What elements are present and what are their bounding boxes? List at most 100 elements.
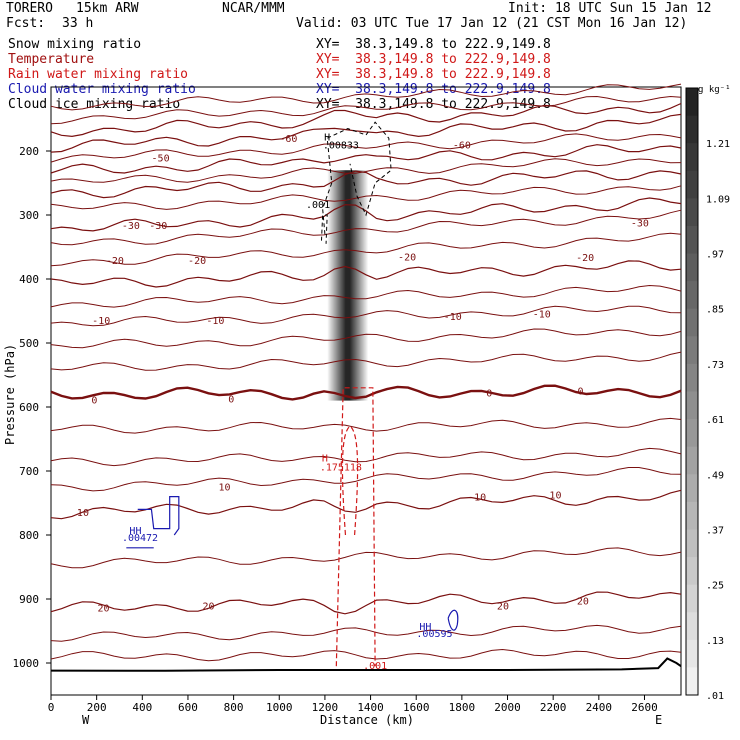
contour-label: -50 bbox=[152, 153, 170, 164]
temp-contour-minor bbox=[50, 328, 682, 349]
temp-contour-m60 bbox=[50, 102, 682, 138]
colorbar-swatch bbox=[686, 501, 698, 530]
y-tick-label: 900 bbox=[19, 593, 39, 606]
colorbar-label: .61 bbox=[706, 415, 724, 426]
cloudwater-contour-east bbox=[447, 609, 459, 631]
contour-label: 10 bbox=[218, 482, 230, 493]
field-cloudwater-xy: XY= 38.3,149.8 to 222.9,149.8 bbox=[316, 82, 551, 97]
ice-contour bbox=[322, 121, 392, 235]
annotation-label: .175118 bbox=[320, 463, 362, 474]
temp-contour-minor bbox=[50, 95, 682, 125]
colorbar-label: .73 bbox=[706, 360, 724, 371]
field-rain-xy: XY= 38.3,149.8 to 222.9,149.8 bbox=[316, 67, 551, 82]
annotation-label: H bbox=[322, 454, 328, 465]
temp-contour-minor bbox=[50, 467, 682, 492]
field-temp-xy: XY= 38.3,149.8 to 222.9,149.8 bbox=[316, 52, 551, 67]
temp-contour-minor bbox=[50, 83, 682, 111]
contour-label: 10 bbox=[549, 491, 561, 502]
contour-label: 0 bbox=[228, 395, 234, 406]
annotation-label: HH bbox=[419, 622, 431, 633]
colorbar-label: .49 bbox=[706, 470, 724, 481]
colorbar-swatch bbox=[686, 143, 698, 172]
x-end-right: E bbox=[655, 713, 662, 727]
temp-contour-minor bbox=[50, 447, 682, 467]
contour-label: -10 bbox=[533, 310, 551, 321]
contour-label: -10 bbox=[92, 316, 110, 327]
colorbar-swatch bbox=[686, 474, 698, 503]
y-tick-label: 400 bbox=[19, 273, 39, 286]
field-snow-name: Snow mixing ratio bbox=[8, 37, 142, 52]
contour-label: 20 bbox=[202, 601, 214, 612]
temp-contour-m10 bbox=[50, 260, 682, 288]
x-tick-label: 800 bbox=[224, 701, 244, 714]
colorbar-label: .13 bbox=[706, 636, 724, 647]
contour-label: -20 bbox=[576, 253, 594, 264]
x-tick-label: 1600 bbox=[403, 701, 430, 714]
header-resolution: 15km ARW bbox=[76, 1, 139, 16]
x-tick-label: 1400 bbox=[357, 701, 384, 714]
colorbar-swatch bbox=[686, 612, 698, 641]
cloudwater-contour-west bbox=[137, 496, 180, 536]
contour-label: -10 bbox=[444, 312, 462, 323]
colorbar-label: .85 bbox=[706, 305, 724, 316]
y-tick-label: 700 bbox=[19, 465, 39, 478]
rain-outer-contour bbox=[335, 387, 376, 667]
colorbar-label: 1.21 bbox=[706, 139, 730, 150]
x-tick-label: 2400 bbox=[586, 701, 613, 714]
colorbar-swatch bbox=[686, 446, 698, 475]
y-tick-label: 600 bbox=[19, 401, 39, 414]
y-tick-label: 1000 bbox=[13, 657, 40, 670]
rain-inner-contour bbox=[341, 425, 359, 536]
colorbar-border bbox=[685, 87, 699, 696]
contour-label: -20 bbox=[188, 256, 206, 267]
y-tick-label: 300 bbox=[19, 209, 39, 222]
rain-contours bbox=[335, 387, 376, 667]
header-valid: Valid: 03 UTC Tue 17 Jan 12 (21 CST Mon … bbox=[296, 16, 688, 31]
annotation-label: .00833 bbox=[323, 141, 359, 152]
contour-label: -30 bbox=[122, 221, 140, 232]
header-fcst-value: 33 h bbox=[62, 16, 94, 31]
header-fcst-label: Fcst: bbox=[6, 16, 46, 31]
cloud-water-contours bbox=[126, 496, 459, 631]
colorbar-swatch bbox=[686, 391, 698, 420]
y-tick-label: 200 bbox=[19, 145, 39, 158]
annotation-label: .001 bbox=[306, 200, 330, 211]
contour-label: -60 bbox=[453, 141, 471, 152]
header-init: Init: 18 UTC Sun 15 Jan 12 bbox=[508, 1, 712, 16]
colorbar-unit: g kg⁻¹ bbox=[698, 85, 731, 95]
contour-label: 0 bbox=[91, 395, 97, 406]
colorbar-swatch bbox=[686, 363, 698, 392]
contour-label: -30 bbox=[149, 221, 167, 232]
temp-contour-minor bbox=[50, 547, 682, 569]
field-temp-name: Temperature bbox=[8, 52, 95, 67]
contour-label: 0 bbox=[486, 388, 492, 399]
temp-contour-minor bbox=[50, 305, 682, 327]
y-tick-label: 800 bbox=[19, 529, 39, 542]
temp-contour-minor bbox=[50, 351, 682, 371]
x-tick-label: 0 bbox=[48, 701, 55, 714]
colorbar-label: .01 bbox=[706, 691, 724, 702]
contour-label: 0 bbox=[578, 386, 584, 397]
colorbar-swatch bbox=[686, 639, 698, 668]
colorbar-swatch bbox=[686, 584, 698, 613]
contour-label: -30 bbox=[631, 219, 649, 230]
temp-contour-minor bbox=[50, 648, 682, 662]
temp-contour-minor bbox=[50, 158, 682, 183]
temp-contour-m50 bbox=[50, 113, 682, 153]
colorbar-swatch bbox=[686, 529, 698, 558]
contour-label: -20 bbox=[398, 253, 416, 264]
axes: 0 200 400 600 800 1000 1200 1400 1600 1800 2000 220… bbox=[13, 145, 658, 714]
colorbar-label: .25 bbox=[706, 581, 724, 592]
temp-contour-m30 bbox=[50, 170, 682, 199]
contour-label: 20 bbox=[97, 603, 109, 614]
y-tick-label: 500 bbox=[19, 337, 39, 350]
colorbar-swatch bbox=[686, 198, 698, 227]
field-cloudice-name: Cloud ice mixing ratio bbox=[8, 97, 181, 112]
temp-contour-minor bbox=[50, 185, 682, 210]
colorbar-swatch bbox=[686, 667, 698, 696]
colorbar-swatch bbox=[686, 115, 698, 144]
colorbar-label: .37 bbox=[706, 525, 724, 536]
cloud-ice-contours bbox=[320, 121, 392, 244]
colorbar-swatch bbox=[686, 88, 698, 117]
